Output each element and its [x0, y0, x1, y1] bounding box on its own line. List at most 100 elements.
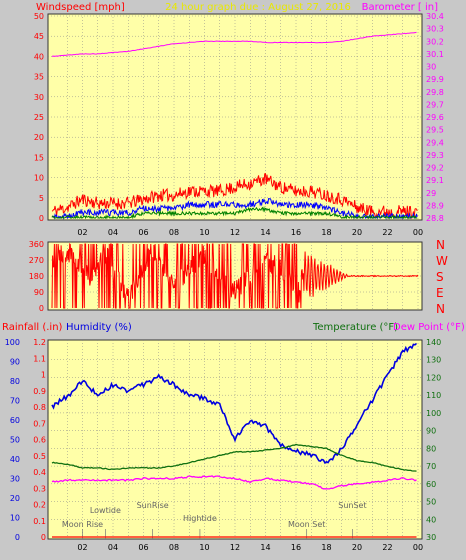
humidity-tick-label: 10	[10, 514, 20, 523]
time-tick-label: 14	[260, 228, 270, 237]
humidity-tick-label: 20	[10, 494, 20, 503]
event-label: SunRise	[137, 501, 169, 510]
event-label: Moon Rise	[62, 520, 103, 529]
barometer-tick-label: 30.1	[426, 50, 444, 59]
temperature-axis: 30 40 50 60 70 80 90 100 110 120 130 140	[426, 338, 441, 542]
time-tick-label: 16	[291, 543, 301, 552]
time-tick-label: 02	[77, 228, 87, 237]
rainfall-tick-label: 0.7	[33, 419, 46, 428]
temperature-tick-label: 60	[426, 480, 436, 489]
temperature-line	[51, 443, 417, 472]
barometer-tick-label: 29.9	[426, 75, 444, 84]
time-tick-label: 18	[321, 228, 331, 237]
temperature-tick-label: 70	[426, 462, 436, 471]
humidity-tick-label: 60	[10, 416, 20, 425]
barometer-tick-label: 29.8	[426, 88, 444, 97]
rainfall-tick-label: 0.4	[33, 468, 46, 477]
humidity-tick-label: 30	[10, 475, 20, 484]
time-tick-label: 00	[413, 543, 423, 552]
barometer-header: Barometer [ in]	[362, 2, 438, 13]
barometer-tick-label: 28.9	[426, 201, 444, 210]
wind-direction-tick-label: 0	[39, 304, 44, 313]
windspeed-axis: 0 5 10 15 20 25 30 35 40 45 50	[34, 12, 44, 223]
wind-direction-tick-label: 360	[29, 240, 44, 249]
temperature-tick-label: 80	[426, 444, 436, 453]
time-tick-label: 06	[138, 228, 148, 237]
barometer-axis: 28.8 28.9 29 29.1 29.2 29.3 29.4 29.5 29.6 29.7 29…	[426, 12, 444, 223]
event-label: Hightide	[183, 514, 217, 523]
wind-baro-series	[51, 31, 418, 220]
humidity-tick-label: 100	[5, 338, 20, 347]
compass-label: S	[436, 270, 444, 284]
windspeed-tick-label: 40	[34, 52, 44, 61]
time-tick-label: 00	[413, 228, 423, 237]
time-tick-label: 18	[321, 543, 331, 552]
barometer-tick-label: 30.3	[426, 25, 444, 34]
temperature-tick-label: 130	[426, 356, 441, 365]
wind-direction-axis: 0 90 180 270 360	[29, 240, 44, 313]
rainfall-tick-label: 1.1	[33, 354, 46, 363]
humidity-tick-label: 80	[10, 377, 20, 386]
rainfall-tick-label: 1	[41, 371, 46, 380]
windspeed-low-line	[51, 205, 418, 220]
windspeed-tick-label: 25	[34, 113, 44, 122]
temperature-tick-label: 120	[426, 373, 441, 382]
barometer-tick-label: 28.8	[426, 214, 444, 223]
windspeed-tick-label: 15	[34, 153, 44, 162]
event-label: Lowtide	[90, 506, 121, 515]
astronomy-events: Moon Rise Lowtide SunRise Hightide Moon Set S…	[62, 501, 367, 539]
rainfall-header: Rainfall (.in)	[2, 322, 63, 333]
humidity-temp-grid	[48, 340, 422, 539]
windspeed-tick-label: 45	[34, 32, 44, 41]
barometer-line	[51, 31, 417, 57]
windspeed-tick-label: 5	[39, 194, 44, 203]
windspeed-header: Windspeed [mph]	[36, 2, 125, 13]
barometer-tick-label: 29.7	[426, 100, 444, 109]
time-tick-label: 12	[230, 543, 240, 552]
wind-direction-tick-label: 90	[34, 288, 44, 297]
wind-direction-tick-label: 270	[29, 256, 44, 265]
compass-label: N	[436, 302, 445, 316]
event-label: SunSet	[338, 501, 366, 510]
humidity-tick-label: 40	[10, 455, 20, 464]
wind-direction-line	[51, 242, 419, 309]
rainfall-tick-label: 0.6	[33, 436, 46, 445]
time-tick-label: 22	[382, 543, 392, 552]
time-tick-label: 04	[108, 543, 118, 552]
dewpoint-header: Dew Point (°F)	[393, 322, 465, 333]
time-tick-label: 08	[169, 543, 179, 552]
time-tick-label: 16	[291, 228, 301, 237]
humidity-tick-label: 0	[15, 533, 20, 542]
rainfall-axis: 0 0.1 0.2 0.3 0.4 0.5 0.6 0.7 0.8 0.9 1 1.1 1.2	[33, 338, 46, 542]
barometer-tick-label: 29.4	[426, 138, 444, 147]
humidity-tick-label: 70	[10, 397, 20, 406]
humidity-header: Humidity (%)	[66, 322, 132, 333]
wind-baro-time-axis: 02 04 06 08 10 12 14 16 18 20 22 00	[77, 228, 423, 237]
humidity-line	[51, 342, 418, 465]
rainfall-tick-label: 0.3	[33, 484, 46, 493]
dewpoint-line	[51, 475, 417, 490]
rainfall-tick-label: 1.2	[33, 338, 46, 347]
barometer-tick-label: 29.1	[426, 176, 444, 185]
wind-baro-grid	[48, 14, 422, 220]
barometer-tick-label: 30.4	[426, 12, 444, 21]
time-tick-label: 20	[352, 543, 362, 552]
humidity-axis: 0 10 20 30 40 50 60 70 80 90 100	[5, 338, 20, 542]
humidity-temp-series	[51, 342, 418, 538]
rainfall-tick-label: 0.9	[33, 387, 46, 396]
windspeed-tick-label: 35	[34, 73, 44, 82]
barometer-tick-label: 29.6	[426, 113, 444, 122]
time-tick-label: 10	[199, 543, 209, 552]
wind-direction-tick-label: 180	[29, 272, 44, 281]
graph-date-header: 24 hour graph due : August 27, 2016	[165, 2, 351, 13]
temperature-tick-label: 40	[426, 515, 436, 524]
temperature-tick-label: 30	[426, 533, 436, 542]
temperature-tick-label: 140	[426, 338, 441, 347]
wind-direction-series	[51, 242, 419, 309]
rainfall-tick-label: 0.2	[33, 501, 46, 510]
temperature-tick-label: 90	[426, 427, 436, 436]
time-tick-label: 02	[77, 543, 87, 552]
windspeed-tick-label: 30	[34, 93, 44, 102]
